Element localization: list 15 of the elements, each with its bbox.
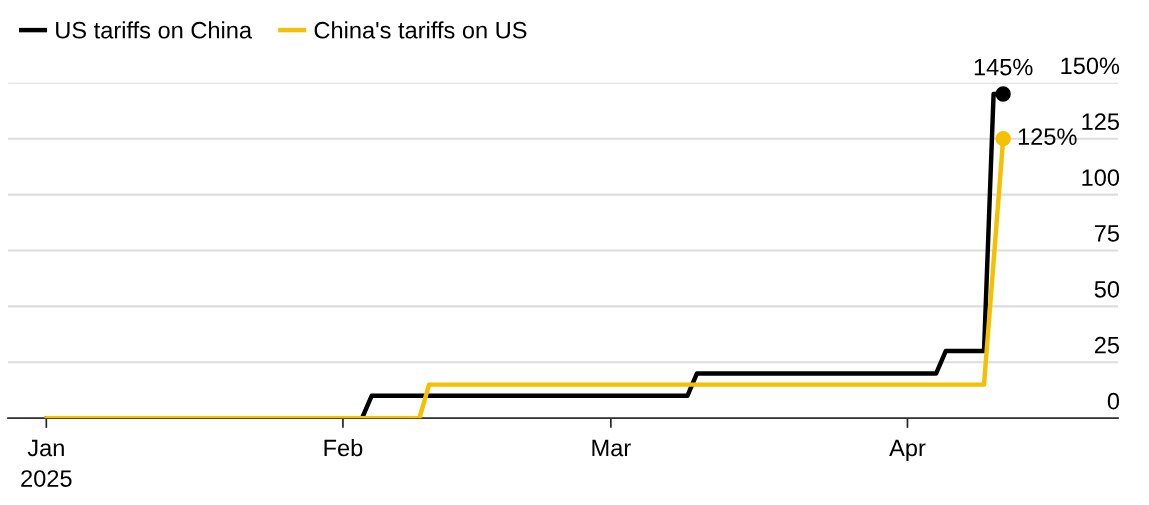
y-tick-label: 50 [1094,280,1120,298]
y-tick-label: 150% [1061,57,1120,75]
annotation: 145% [974,58,1033,76]
annotation: 125% [1018,128,1077,146]
legend-label: China's tariffs on US [314,21,527,39]
y-tick-label: 75 [1094,225,1119,242]
y-tick-label: 0 [1107,392,1120,410]
x-tick-label: Apr [889,439,926,461]
y-tick-label: 100 [1082,169,1120,186]
x-tick-label: Feb [324,438,363,457]
y-tick-label: 25 [1094,336,1119,354]
legend-label: US tariffs on China [56,21,253,39]
x-tick-label: Jan 2025 [21,439,72,487]
x-tick-label: Mar [592,439,631,457]
y-tick-label: 125 [1082,113,1119,131]
